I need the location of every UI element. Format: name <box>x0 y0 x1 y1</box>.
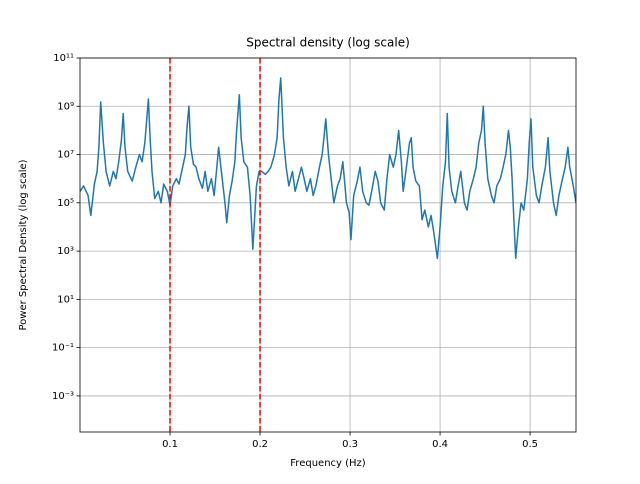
y-tick-label: 10¹¹ <box>53 53 74 64</box>
y-tick-label: 10⁷ <box>57 150 74 161</box>
x-tick-label: 0.5 <box>522 439 538 450</box>
y-tick-label: 10⁹ <box>57 101 74 112</box>
line-series <box>80 77 576 260</box>
y-tick-label: 10³ <box>57 246 74 257</box>
ticks: 0.1 0.2 0.3 0.4 0.5 10⁻³ 10⁻¹ 10¹ 10³ 10⁵ 10⁷ 10⁹ 10… <box>52 53 538 450</box>
axes-frame <box>79 57 577 433</box>
chart-title: Spectral density (log scale) <box>246 36 410 50</box>
plot-area <box>80 58 576 432</box>
x-tick-label: 0.4 <box>432 439 448 450</box>
x-tick-label: 0.2 <box>252 439 268 450</box>
y-tick-label: 10⁻³ <box>52 391 74 402</box>
y-tick-label: 10⁵ <box>57 198 74 209</box>
y-axis-label: Power Spectral Density (log scale) <box>18 159 29 330</box>
x-axis-label: Frequency (Hz) <box>290 458 366 469</box>
y-tick-label: 10¹ <box>57 294 74 305</box>
x-tick-label: 0.3 <box>342 439 358 450</box>
x-tick-label: 0.1 <box>162 439 178 450</box>
y-tick-label: 10⁻¹ <box>52 343 74 354</box>
